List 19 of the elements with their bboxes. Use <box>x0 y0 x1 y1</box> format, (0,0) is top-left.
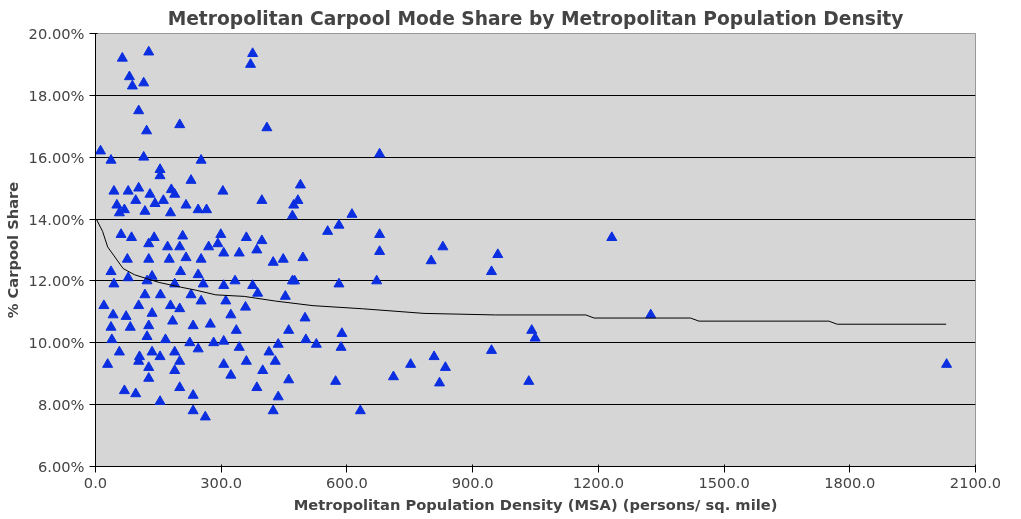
x-tick-label: 1800.0 <box>824 473 876 491</box>
x-axis-title: Metropolitan Population Density (MSA) (persons/ sq. mile) <box>293 495 778 513</box>
x-tick-label: 600.0 <box>325 473 368 491</box>
x-tick-label: 1200.0 <box>572 473 625 491</box>
x-tick-label: 2100.0 <box>949 473 1002 491</box>
y-tick-label: 8.00% <box>37 396 85 414</box>
x-tick-label: 1500.0 <box>698 473 750 491</box>
y-tick-label: 14.00% <box>28 210 85 228</box>
y-axis-title: % Carpool Share <box>3 181 21 319</box>
y-tick-label: 10.00% <box>28 334 85 352</box>
chart-title: Metropolitan Carpool Mode Share by Metropolitan Population Density <box>167 7 904 29</box>
x-tick-label: 900.0 <box>451 473 494 491</box>
x-tick-label: 0.0 <box>83 473 108 491</box>
y-tick-label: 16.00% <box>28 148 85 166</box>
y-tick-label: 6.00% <box>37 458 85 475</box>
y-tick-label: 12.00% <box>28 272 85 290</box>
y-tick-label: 18.00% <box>28 86 85 104</box>
y-tick-label: 20.00% <box>28 25 85 42</box>
x-tick-label: 300.0 <box>200 473 243 491</box>
